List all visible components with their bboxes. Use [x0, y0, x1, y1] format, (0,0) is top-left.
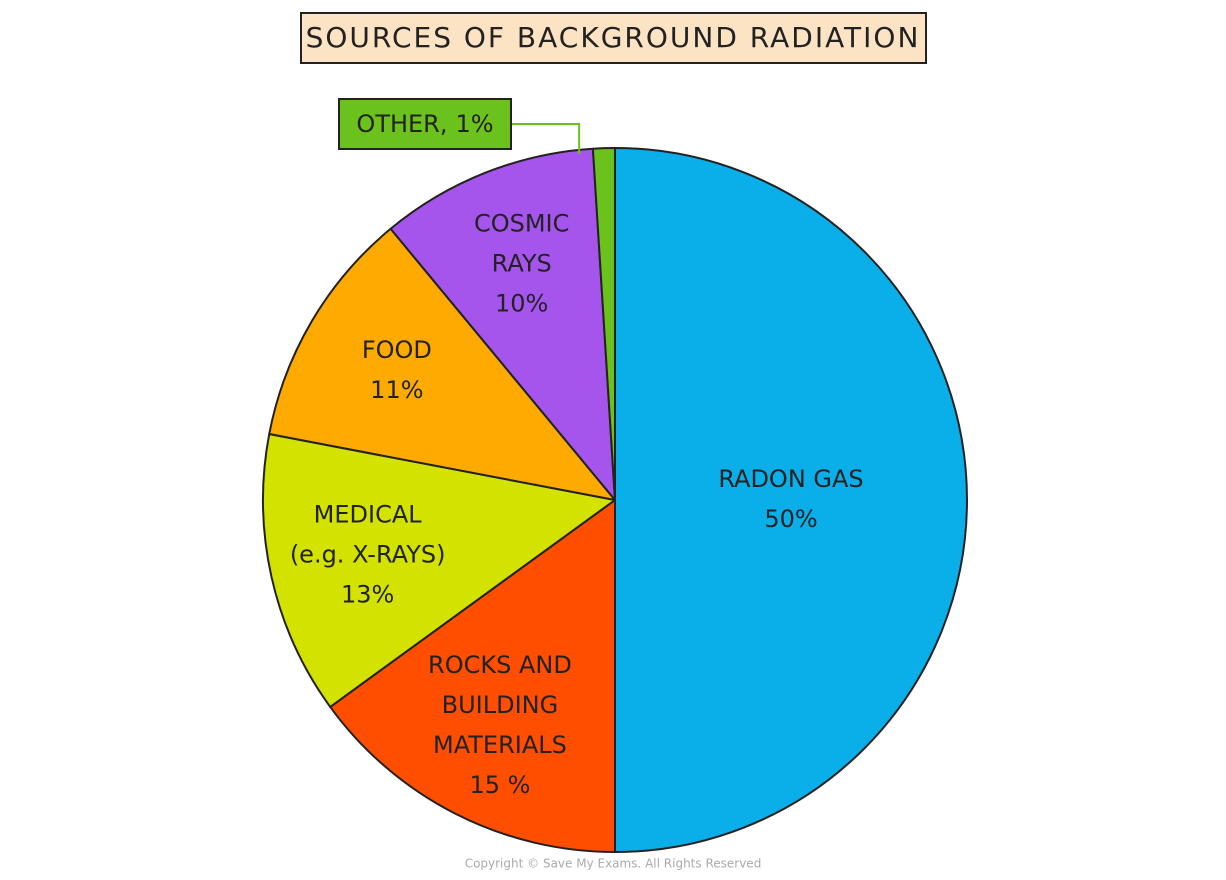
value-label: 11% — [370, 376, 423, 404]
category-label: COSMIC — [474, 209, 569, 237]
copyright: Copyright © Save My Exams. All Rights Re… — [465, 857, 762, 871]
value-label: 1% — [456, 110, 494, 138]
category-label: (e.g. X-RAYS) — [290, 540, 446, 568]
category-label: RAYS — [492, 249, 552, 277]
value-label: 13% — [341, 580, 394, 608]
data-label: OTHER, 1% — [356, 110, 493, 138]
leader-line — [511, 123, 581, 155]
value-label: 50% — [764, 505, 817, 533]
pie-slice — [268, 227, 616, 501]
category-label: FOOD — [362, 336, 432, 364]
category-label: OTHER, — [356, 110, 447, 138]
pie-slice — [262, 433, 616, 708]
pie-slice — [389, 147, 616, 501]
category-label: MATERIALS — [433, 731, 567, 759]
category-label: BUILDING — [442, 691, 559, 719]
category-label: ROCKS AND — [428, 651, 572, 679]
pie-slice — [614, 147, 968, 853]
category-label: RADON GAS — [718, 465, 863, 493]
value-label: 10% — [495, 289, 548, 317]
pie-slice — [591, 147, 616, 501]
value-label: 15 % — [469, 771, 530, 799]
title-box — [300, 12, 927, 64]
category-label: MEDICAL — [314, 500, 423, 528]
chart-title: SOURCES OF BACKGROUND RADIATION — [306, 21, 921, 54]
label-box — [338, 98, 512, 150]
pie-slice — [329, 499, 616, 853]
